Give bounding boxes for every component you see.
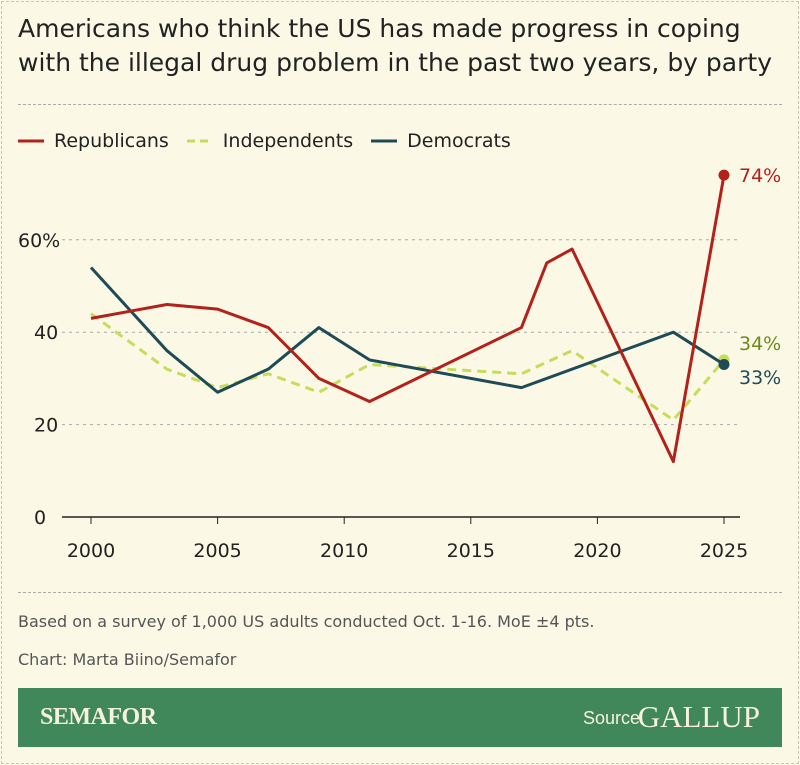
semafor-logo: SEMAFOR: [40, 704, 157, 730]
gallup-logo: GALLUP: [637, 699, 760, 734]
legend-item-republicans: Republicans: [18, 130, 169, 152]
chart-title: Americans who think the US has made prog…: [18, 14, 772, 77]
divider: [18, 104, 782, 105]
series-line-democrats: [89, 266, 725, 394]
legend-label: Democrats: [407, 130, 511, 152]
legend-swatch-republicans: [18, 139, 44, 143]
legend-swatch-independents: [186, 139, 213, 143]
y-tick-label: 40: [34, 322, 58, 344]
legend: Republicans Independents Democrats: [18, 130, 511, 152]
end-label-democrats: 33%: [739, 367, 781, 389]
divider: [18, 592, 782, 593]
chart-note: Based on a survey of 1,000 US adults con…: [18, 612, 595, 631]
legend-label: Republicans: [54, 130, 169, 152]
end-point-democrats: [718, 359, 730, 371]
y-tick-label: 0: [34, 507, 46, 529]
x-tick-label: 2010: [320, 540, 368, 562]
legend-swatch-democrats: [371, 139, 398, 143]
series-line-republicans: [90, 174, 726, 464]
footer-bar: SEMAFOR Source GALLUP: [18, 688, 782, 747]
line-chart: 0 20 40 60% 2000 2005 2010 2015 2020 2025 74% 34% 33…: [18, 165, 781, 562]
end-label-republicans: 74%: [739, 165, 781, 187]
y-tick-label: 20: [34, 415, 58, 437]
end-point-republicans: [718, 169, 730, 181]
x-tick-label: 2005: [193, 540, 241, 562]
x-tick-label: 2000: [67, 540, 115, 562]
series-line-independents: [90, 312, 726, 422]
legend-item-independents: Independents: [186, 130, 354, 152]
source-label: Source: [582, 708, 640, 728]
x-tick-label: 2015: [447, 540, 495, 562]
legend-label: Independents: [222, 130, 354, 152]
x-tick-label: 2025: [700, 540, 748, 562]
end-label-independents: 34%: [739, 333, 781, 355]
chart-credit: Chart: Marta Biino/Semafor: [18, 650, 237, 669]
legend-item-democrats: Democrats: [371, 130, 511, 152]
x-tick-label: 2020: [573, 540, 621, 562]
y-tick-label: 60%: [18, 230, 60, 252]
